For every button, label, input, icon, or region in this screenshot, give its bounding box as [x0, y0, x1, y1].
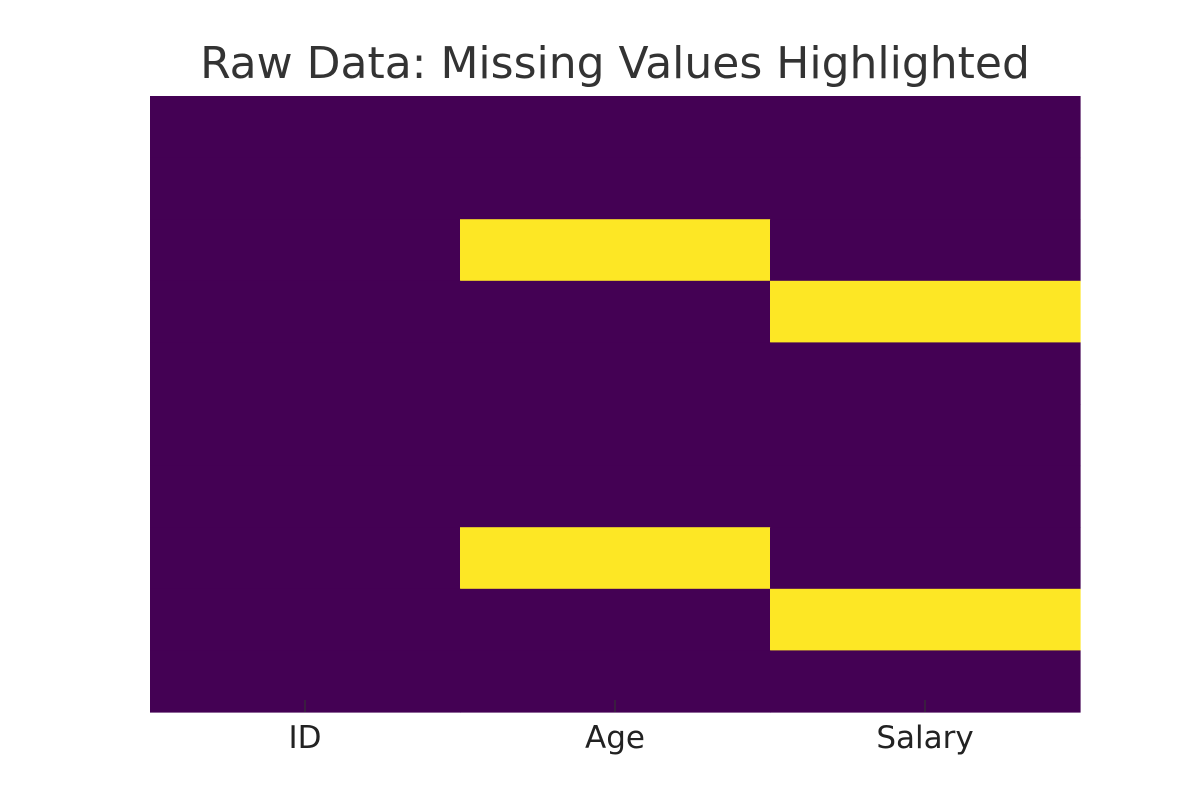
heatmap-cell	[150, 527, 461, 590]
heatmap-cell	[150, 404, 461, 467]
heatmap-cell	[460, 280, 771, 343]
x-axis-tick-labels: ID Age Salary	[288, 720, 973, 756]
heatmap-cell	[150, 280, 461, 343]
heatmap-cell	[150, 157, 461, 220]
heatmap-cell	[460, 588, 771, 651]
heatmap-cell	[770, 96, 1081, 159]
heatmap-cell-missing	[770, 280, 1081, 343]
heatmap-cell	[460, 465, 771, 528]
heatmap-cell	[150, 96, 461, 159]
x-axis-ticks	[304, 700, 926, 712]
x-tick-label-age: Age	[585, 720, 645, 756]
heatmap-cell	[460, 342, 771, 405]
heatmap-cell-missing	[770, 588, 1081, 651]
heatmap-cell	[460, 157, 771, 220]
chart-title: Raw Data: Missing Values Highlighted	[200, 38, 1030, 89]
heatmap-cell	[150, 219, 461, 282]
heatmap-cell	[150, 588, 461, 651]
x-tick-label-id: ID	[288, 720, 321, 756]
heatmap-cell	[460, 96, 771, 159]
heatmap-cell	[150, 465, 461, 528]
heatmap-cell	[770, 404, 1081, 467]
heatmap-cell-missing	[460, 219, 771, 282]
heatmap-cell	[770, 465, 1081, 528]
heatmap-cell	[770, 342, 1081, 405]
heatmap-cell	[150, 342, 461, 405]
heatmap-cell	[770, 527, 1081, 590]
x-tick-label-salary: Salary	[876, 720, 973, 756]
heatmap-cell	[460, 404, 771, 467]
heatmap-cell	[770, 219, 1081, 282]
heatmap-cells	[150, 96, 1081, 713]
heatmap-cell	[770, 157, 1081, 220]
heatmap-cell-missing	[460, 527, 771, 590]
